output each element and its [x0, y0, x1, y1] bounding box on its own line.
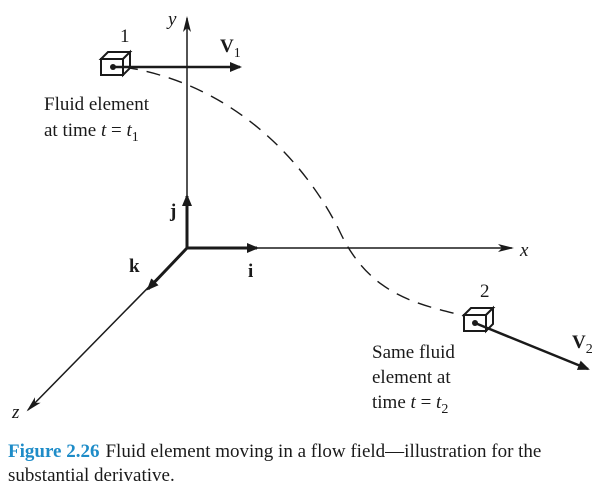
element-1-label-line1: Fluid element: [44, 94, 150, 115]
velocity-v2-label: V2: [572, 332, 593, 357]
element-2-label-line1: Same fluid: [372, 342, 455, 363]
figure-caption: Figure 2.26 Fluid element moving in a flo…: [8, 440, 608, 488]
figure-caption-label: Figure 2.26: [8, 441, 100, 462]
figure-caption-text: Fluid element moving in a flow field—ill…: [8, 441, 542, 486]
fluid-element-1-cube: [98, 49, 133, 78]
element-1-number: 1: [120, 26, 130, 47]
element-2-label-line3: time t = t2: [372, 392, 448, 417]
flow-field-diagram: y x z j i k 1 V1 Fluid element at time t…: [11, 9, 593, 423]
axis-label-y: y: [166, 9, 177, 30]
velocity-v2-arrow: [474, 321, 590, 371]
element-2-label-line2: element at: [372, 367, 451, 388]
velocity-v1-label: V1: [220, 36, 241, 61]
fluid-element-2-cube: [461, 305, 496, 334]
element-2-number: 2: [480, 281, 490, 302]
unit-vector-label-i: i: [248, 261, 253, 282]
unit-vector-label-j: j: [169, 201, 176, 222]
axis-label-x: x: [519, 240, 529, 261]
unit-vector-k-arrow: [146, 246, 189, 291]
pathline-dashed: [123, 66, 473, 319]
element-1-label-line2: at time t = t1: [44, 120, 139, 145]
unit-vector-label-k: k: [129, 256, 140, 277]
axis-label-z: z: [11, 402, 20, 423]
